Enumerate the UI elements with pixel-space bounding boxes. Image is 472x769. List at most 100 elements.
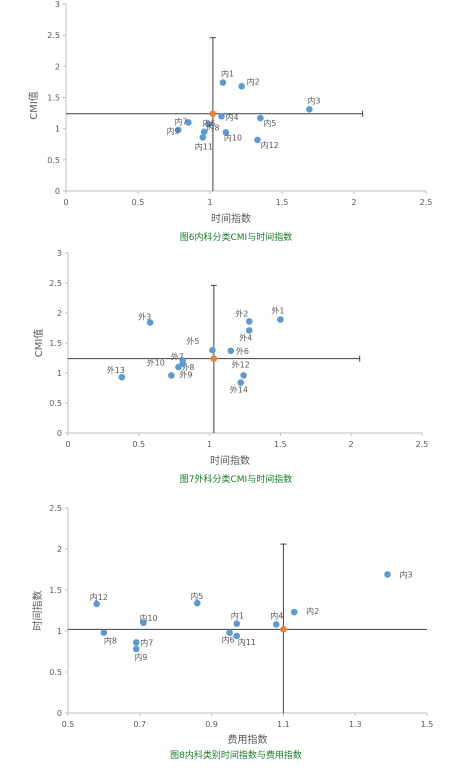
chart8-point-内4 <box>272 621 280 628</box>
chart8-x-tick-label: 0.5 <box>62 720 75 729</box>
chart8-point-内9 <box>132 645 140 653</box>
chart8-y-tick-label: 0.5 <box>49 668 62 677</box>
chart7-x-tick-label: 2 <box>349 440 354 449</box>
chart7-x-tick-label: 0 <box>65 440 70 449</box>
chart7-y-tick-label: 1.5 <box>49 339 62 348</box>
chart7-point-外4 <box>245 327 253 334</box>
chart6-point-label: 内10 <box>224 132 242 142</box>
chart7-point-外5 <box>209 346 216 354</box>
chart8-point-内8 <box>100 629 108 636</box>
chart7-point-label: 外3 <box>138 312 151 322</box>
chart8-point-内10 <box>140 619 147 627</box>
chart8-y-axis-label: 时间指数 <box>31 591 44 631</box>
chart7-x-tick-label: 1 <box>207 440 212 449</box>
chart6-y-axis-label: CMI值 <box>27 91 40 120</box>
chart8-point-内3 <box>384 571 391 578</box>
chart6-point-label: 内1 <box>221 69 234 79</box>
chart7-point-外10 <box>179 360 186 367</box>
chart8-point-label: 内4 <box>270 610 283 620</box>
chart7-point-外13 <box>118 373 126 381</box>
chart8-point-label: 内10 <box>139 613 157 623</box>
chart8-x-axis-label: 费用指数 <box>228 733 268 746</box>
chart8-point-label: 内3 <box>400 569 413 579</box>
chart7-point-label: 外5 <box>186 336 199 346</box>
chart7-point-外14 <box>237 379 245 386</box>
chart7-x-tick-label: 0.5 <box>132 440 145 449</box>
chart8-point-内1 <box>233 620 241 627</box>
chart6-point-label: 内3 <box>307 95 320 105</box>
chart7-point-外3 <box>146 319 154 326</box>
chart7-y-tick-label: 3 <box>57 249 62 258</box>
chart6-point-label: 内4 <box>226 112 239 122</box>
chart6-point-内6 <box>200 128 208 136</box>
chart6-point-内3 <box>306 106 313 113</box>
chart8-point-内2 <box>290 608 298 616</box>
chart8-point-内7 <box>132 639 140 646</box>
chart6-point-内11 <box>199 134 207 141</box>
chart8-y-tick-label: 1 <box>57 627 62 636</box>
chart6-y-tick-label: 3 <box>55 0 60 9</box>
chart6-point-label: 内8 <box>207 122 220 132</box>
chart8-point-label: 内9 <box>134 652 147 662</box>
chart6-point-内8 <box>205 121 212 128</box>
chart6-center-point <box>209 110 217 118</box>
chart7-point-label: 外4 <box>239 332 252 342</box>
chart7-point-label: 外1 <box>271 306 284 316</box>
chart6-point-内12 <box>254 136 261 144</box>
chart7-x-axis-label: 时间指数 <box>210 454 250 467</box>
chart6-point-label: 内9 <box>166 126 179 136</box>
chart8-point-label: 内12 <box>90 592 108 602</box>
chart6-x-tick-label: 0.5 <box>132 198 145 207</box>
chart8-x-tick-label: 0.9 <box>205 720 218 729</box>
chart8-point-内11 <box>233 632 241 640</box>
chart6-point-label: 内12 <box>261 140 279 150</box>
chart6-x-tick-label: 2.5 <box>420 198 433 207</box>
chart8-point-label: 内1 <box>231 611 244 621</box>
chart8-x-tick-label: 1.5 <box>421 720 434 729</box>
chart6-y-tick-label: 2 <box>55 62 60 71</box>
chart7-point-外2 <box>245 318 253 325</box>
chart6-x-tick-label: 1 <box>207 198 212 207</box>
chart6-y-tick-label: 1 <box>55 125 60 134</box>
chart7-y-tick-label: 0.5 <box>49 399 62 408</box>
chart6-point-内1 <box>219 79 227 86</box>
chart6-point-内4 <box>218 112 225 120</box>
chart7-point-label: 外13 <box>107 365 125 375</box>
chart8-point-label: 内2 <box>306 606 319 616</box>
chart6-x-tick-label: 0 <box>63 198 68 207</box>
chart8-x-tick-label: 1.3 <box>349 720 362 729</box>
chart8-point-label: 内7 <box>140 637 153 647</box>
chart6-y-tick-label: 0 <box>55 187 60 196</box>
chart6-y-tick-label: 2.5 <box>47 31 60 40</box>
chart6-point-label: 内5 <box>263 118 276 128</box>
chart6-point-内10 <box>222 129 230 136</box>
chart8-y-tick-label: 1.5 <box>49 586 62 595</box>
chart6-x-tick-label: 1.5 <box>276 198 289 207</box>
chart7-point-外6 <box>227 347 235 355</box>
chart7-point-外9 <box>168 372 175 379</box>
chart6-y-tick-label: 0.5 <box>47 156 60 165</box>
chart6-point-内2 <box>238 82 245 90</box>
chart8-x-tick-label: 1.1 <box>277 720 290 729</box>
chart7-point-label: 外2 <box>235 308 248 318</box>
chart6-caption: 图6内科分类CMI与时间指数 <box>180 231 292 243</box>
chart7-y-tick-label: 1 <box>57 369 62 378</box>
chart7-y-tick-label: 0 <box>57 429 62 438</box>
chart8-point-内5 <box>193 599 201 607</box>
chart7-y-tick-label: 2 <box>57 309 62 318</box>
chart8-point-label: 内11 <box>238 637 256 647</box>
chart8-point-label: 内5 <box>190 591 203 601</box>
chart6-point-label: 内7 <box>174 116 187 126</box>
chart7-point-label: 外9 <box>179 369 192 379</box>
chart8-y-tick-label: 2 <box>57 545 62 554</box>
chart6-point-内7 <box>185 119 192 126</box>
chart7-point-外12 <box>240 372 247 379</box>
chart8-caption: 图8内科类别时间指数与费用指数 <box>170 749 302 761</box>
chart7-caption: 图7外科分类CMI与时间指数 <box>180 473 292 485</box>
chart8-point-label: 内6 <box>222 635 235 645</box>
chart6-point-label: 内11 <box>195 141 213 151</box>
chart6-point-内9 <box>175 126 182 134</box>
chart6-point-label: 内2 <box>247 76 260 86</box>
chart8-center-point <box>280 626 287 633</box>
